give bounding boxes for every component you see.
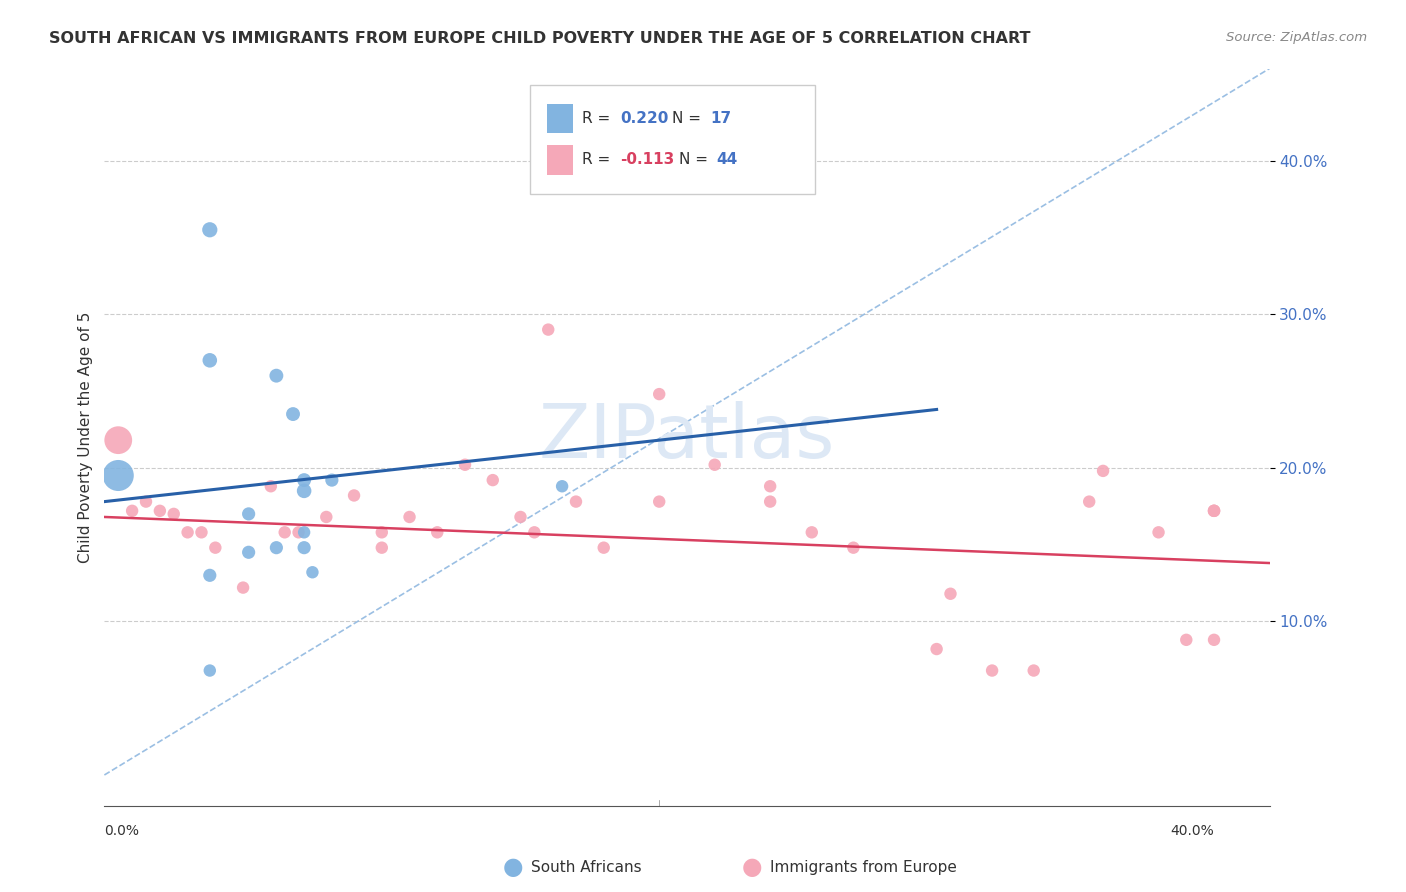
Point: [321, 473, 343, 487]
Point: [292, 473, 315, 487]
Point: [190, 525, 212, 540]
Point: [301, 566, 323, 580]
Point: [266, 368, 288, 383]
Point: [204, 541, 226, 555]
Point: [287, 525, 309, 540]
Point: [149, 504, 172, 518]
FancyBboxPatch shape: [547, 145, 572, 175]
Point: [266, 541, 288, 555]
Point: [1202, 632, 1225, 647]
FancyBboxPatch shape: [547, 103, 572, 134]
Point: [800, 525, 823, 540]
Point: [292, 525, 315, 540]
Text: Immigrants from Europe: Immigrants from Europe: [770, 860, 957, 874]
Point: [648, 494, 671, 508]
Text: 0.220: 0.220: [620, 112, 669, 126]
Point: [759, 494, 782, 508]
Text: ●: ●: [503, 855, 523, 879]
Point: [198, 223, 221, 237]
Point: [1202, 504, 1225, 518]
Point: [648, 387, 671, 401]
Text: N =: N =: [679, 153, 713, 168]
Point: [107, 468, 129, 483]
Text: R =: R =: [582, 153, 616, 168]
Text: ●: ●: [742, 855, 762, 879]
Text: R =: R =: [582, 112, 616, 126]
Point: [1147, 525, 1170, 540]
Point: [1092, 464, 1115, 478]
Point: [925, 642, 948, 657]
Point: [939, 587, 962, 601]
Text: South Africans: South Africans: [531, 860, 643, 874]
Point: [759, 479, 782, 493]
Point: [371, 541, 394, 555]
Text: Source: ZipAtlas.com: Source: ZipAtlas.com: [1226, 31, 1367, 45]
Point: [426, 525, 449, 540]
Point: [1078, 494, 1101, 508]
Point: [315, 510, 337, 524]
Point: [592, 541, 614, 555]
Point: [135, 494, 157, 508]
Point: [1175, 632, 1198, 647]
Point: [398, 510, 420, 524]
Point: [198, 353, 221, 368]
Point: [281, 407, 304, 421]
Text: N =: N =: [672, 112, 706, 126]
Y-axis label: Child Poverty Under the Age of 5: Child Poverty Under the Age of 5: [79, 311, 93, 563]
Point: [163, 507, 186, 521]
Point: [509, 510, 531, 524]
Text: -0.113: -0.113: [620, 153, 675, 168]
Point: [454, 458, 477, 472]
Point: [292, 483, 315, 498]
Text: ZIPatlas: ZIPatlas: [538, 401, 835, 474]
Point: [121, 504, 143, 518]
Point: [1022, 664, 1045, 678]
Point: [703, 458, 725, 472]
Text: SOUTH AFRICAN VS IMMIGRANTS FROM EUROPE CHILD POVERTY UNDER THE AGE OF 5 CORRELA: SOUTH AFRICAN VS IMMIGRANTS FROM EUROPE …: [49, 31, 1031, 46]
Text: 44: 44: [716, 153, 737, 168]
Point: [343, 488, 366, 502]
Point: [238, 545, 260, 559]
Point: [260, 479, 283, 493]
Point: [232, 581, 254, 595]
Point: [107, 433, 129, 447]
Point: [1202, 504, 1225, 518]
Point: [481, 473, 503, 487]
Point: [273, 525, 295, 540]
Point: [1202, 504, 1225, 518]
Point: [198, 664, 221, 678]
FancyBboxPatch shape: [530, 85, 815, 194]
Point: [292, 541, 315, 555]
Point: [565, 494, 588, 508]
Point: [176, 525, 198, 540]
Point: [981, 664, 1004, 678]
Point: [238, 507, 260, 521]
Text: 17: 17: [710, 112, 731, 126]
Text: 0.0%: 0.0%: [104, 824, 139, 838]
Point: [842, 541, 865, 555]
Point: [537, 323, 560, 337]
Point: [371, 525, 394, 540]
Point: [523, 525, 546, 540]
Point: [551, 479, 574, 493]
Point: [198, 568, 221, 582]
Text: 40.0%: 40.0%: [1170, 824, 1213, 838]
